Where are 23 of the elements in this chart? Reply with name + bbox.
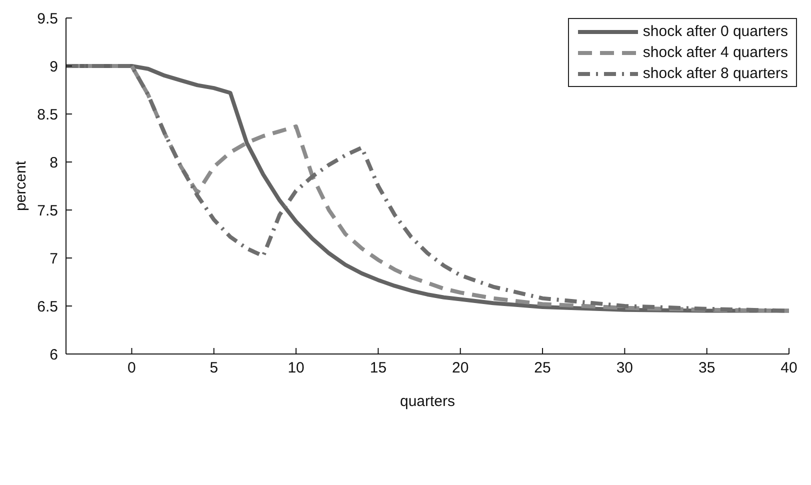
x-tick-label: 40: [780, 360, 798, 377]
y-tick-label: 8: [50, 154, 58, 172]
y-tick-label: 8.5: [37, 106, 58, 124]
legend-label: shock after 0 quarters: [642, 23, 788, 40]
x-tick-label: 25: [534, 360, 551, 377]
x-tick-label: 15: [370, 360, 387, 377]
legend-label: shock after 8 quarters: [642, 65, 788, 82]
legend-label: shock after 4 quarters: [642, 44, 788, 61]
y-tick-label: 6.5: [37, 298, 58, 316]
x-axis-title: quarters: [400, 393, 456, 410]
x-tick-label: 35: [698, 360, 716, 377]
x-tick-label: 5: [210, 360, 218, 377]
y-tick-label: 9: [50, 58, 58, 76]
x-tick-label: 0: [128, 360, 136, 377]
y-tick-label: 6: [50, 346, 58, 364]
y-tick-label: 9.5: [37, 10, 58, 28]
y-tick-label: 7.5: [37, 202, 58, 220]
x-tick-label: 30: [616, 360, 634, 377]
x-tick-label: 20: [452, 360, 469, 377]
x-tick-label: 10: [288, 360, 304, 377]
line-series: [66, 64, 789, 313]
y-axis-title: percent: [12, 160, 30, 212]
y-tick-label: 7: [50, 250, 58, 268]
